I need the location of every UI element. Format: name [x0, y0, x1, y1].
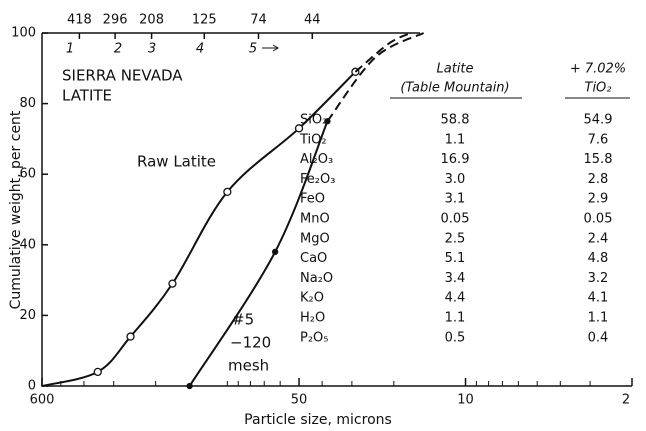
table-cell: 1.1: [445, 311, 466, 326]
row-label: P₂O₅: [300, 330, 329, 345]
table-cell: 0.5: [445, 330, 466, 345]
table-cell: 3.1: [445, 192, 466, 207]
table-cell: 1.1: [588, 311, 609, 326]
y-tick-label: 60: [19, 167, 36, 182]
fraction-label: 3: [148, 42, 156, 57]
y-axis-label: Cumulative weight, per cent: [8, 110, 24, 309]
row-label: TiO₂: [299, 132, 327, 147]
point: [186, 382, 193, 390]
table-cell: 2.4: [588, 231, 609, 246]
table-cell: 1.1: [445, 132, 466, 147]
point: [168, 279, 177, 288]
dashed-line: [354, 32, 412, 73]
legend-label: Raw Latite: [137, 153, 216, 171]
legend-label: mesh: [228, 357, 269, 375]
top-tick-label: 418: [67, 13, 92, 28]
row-label: MgO: [300, 231, 330, 246]
top-tick-label: 44: [304, 13, 321, 28]
table-cell: 0.4: [588, 330, 609, 345]
dashed-line: [326, 32, 425, 122]
row-label: SiO₂: [300, 113, 327, 128]
top-tick-label: 125: [192, 13, 217, 28]
y-tick-label: 40: [19, 237, 36, 252]
x-tick-label: 2: [622, 393, 630, 408]
row-label: Fe₂O₃: [300, 172, 335, 187]
table-cell: 2.9: [588, 192, 609, 207]
top-tick-label: 208: [139, 13, 164, 28]
fraction-label: 1: [66, 42, 74, 57]
table-cell: 3.2: [588, 271, 609, 286]
table-cell: 58.8: [441, 113, 470, 128]
x-tick-label: 600: [30, 393, 55, 408]
table-cell: 0.05: [441, 212, 470, 227]
table-cell: 4.8: [588, 251, 609, 266]
row-label: Al₂O₃: [300, 152, 333, 167]
row-label: FeO: [300, 192, 325, 207]
y-tick-label: 0: [28, 379, 36, 394]
table-cell: 0.05: [584, 212, 613, 227]
legend-label: #5: [232, 311, 254, 329]
legend-label: −120: [230, 334, 271, 352]
row-label: MnO: [300, 212, 330, 227]
point: [294, 124, 304, 133]
table-cell: 7.6: [588, 132, 609, 147]
chart-title: LATITE: [62, 87, 112, 105]
fraction-label: 5: [249, 42, 257, 57]
y-tick-label: 20: [19, 308, 36, 323]
point: [271, 248, 279, 256]
x-tick-label: 50: [291, 393, 308, 408]
point: [93, 367, 102, 377]
y-tick-label: 100: [11, 26, 36, 41]
table-cell: 54.9: [584, 113, 613, 128]
table-header: + 7.02%: [570, 62, 626, 77]
table-header: Latite: [436, 62, 473, 77]
table-cell: 4.4: [445, 291, 466, 306]
row-label: K₂O: [300, 291, 324, 306]
fraction-label: 2: [114, 42, 122, 57]
x-axis-label: Particle size, microns: [244, 412, 392, 428]
y-tick-label: 80: [19, 96, 36, 111]
fraction-label: 4: [196, 42, 204, 57]
table-cell: 3.0: [445, 172, 466, 187]
table-cell: 16.9: [441, 152, 470, 167]
table-cell: 3.4: [445, 271, 466, 286]
point: [126, 332, 135, 341]
table-cell: 2.8: [588, 172, 609, 187]
top-tick-label: 74: [250, 13, 267, 28]
arrow: [262, 44, 279, 52]
table-cell: 4.1: [588, 291, 609, 306]
top-tick-label: 296: [103, 13, 128, 28]
table-cell: 5.1: [445, 251, 466, 266]
table-cell: 15.8: [584, 152, 613, 167]
row-label: H₂O: [300, 311, 325, 326]
table-header: (Table Mountain): [400, 81, 509, 96]
x-tick-label: 10: [457, 393, 474, 408]
table-header: TiO₂: [585, 81, 612, 96]
table-cell: 2.5: [445, 231, 466, 246]
row-label: Na₂O: [300, 271, 333, 286]
chart-title: SIERRA NEVADA: [62, 67, 183, 85]
point: [223, 187, 232, 197]
row-label: CaO: [300, 251, 327, 266]
